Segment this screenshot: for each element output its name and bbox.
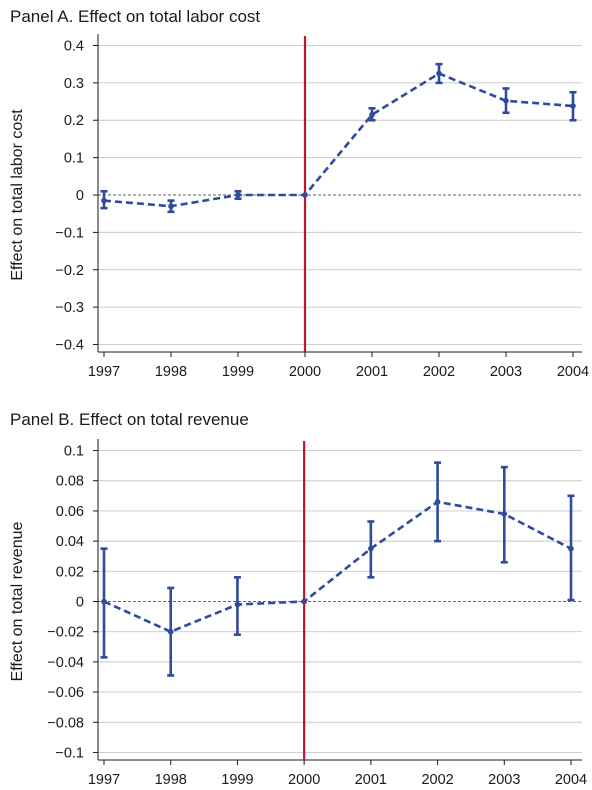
x-tick-label: 2001 xyxy=(355,772,387,788)
series-line xyxy=(103,72,574,208)
data-point xyxy=(234,601,241,608)
data-point xyxy=(302,192,308,198)
y-tick-label: 0 xyxy=(76,188,84,204)
y-tick-label: 0.02 xyxy=(56,564,84,580)
x-tick-label: 2003 xyxy=(488,772,520,788)
y-tick-label: −0.3 xyxy=(55,300,84,316)
data-point xyxy=(501,511,508,517)
y-tick-label: 0.2 xyxy=(64,113,84,129)
x-tick-label: 1998 xyxy=(155,364,187,380)
series-line xyxy=(103,500,572,634)
data-point xyxy=(503,98,509,104)
x-tick-label: 2000 xyxy=(289,364,321,380)
y-tick-label: −0.02 xyxy=(47,625,84,641)
y-tick-label: 0.1 xyxy=(64,444,84,460)
y-tick-label: −0.06 xyxy=(47,685,84,701)
y-tick-label: 0 xyxy=(76,595,84,611)
x-tick-label: 1998 xyxy=(155,772,187,788)
data-point xyxy=(436,70,442,77)
data-point xyxy=(235,192,241,198)
panel-b-plot: 0.1 0.08 0.06 0.04 0.02 0 −0.02 −0.04 −0.06 −0.08… xyxy=(9,439,587,788)
x-tick-label: 2001 xyxy=(356,364,388,380)
y-tick-label: −0.1 xyxy=(55,745,84,761)
y-tick-label: 0.3 xyxy=(64,76,84,92)
y-tick-label: 0.1 xyxy=(64,151,84,167)
data-point xyxy=(568,545,574,552)
x-tick-label: 2004 xyxy=(557,364,589,380)
data-point xyxy=(301,598,307,605)
x-tick-label: 2000 xyxy=(288,772,320,788)
x-tick-label: 2002 xyxy=(423,364,455,380)
y-tick-label: −0.1 xyxy=(55,225,84,241)
panel-a-title: Panel A. Effect on total labor cost xyxy=(10,7,260,26)
y-tick-label: −0.04 xyxy=(47,655,84,671)
x-tick-label: 1999 xyxy=(222,364,254,380)
x-tick-label: 2004 xyxy=(555,772,587,788)
y-tick-label: −0.4 xyxy=(55,338,84,354)
y-tick-label: 0.06 xyxy=(56,504,84,520)
y-tick-label: 0.04 xyxy=(56,534,84,550)
data-point xyxy=(101,598,107,605)
data-point xyxy=(168,203,174,210)
data-point xyxy=(570,103,576,109)
y-tick-label: −0.08 xyxy=(47,715,84,731)
data-point xyxy=(368,545,374,552)
x-tick-label: 2002 xyxy=(421,772,453,788)
panel-b-title: Panel B. Effect on total revenue xyxy=(10,410,249,429)
data-point xyxy=(101,197,107,204)
data-point xyxy=(434,499,441,505)
x-tick-label: 1999 xyxy=(221,772,253,788)
data-point xyxy=(369,111,375,118)
data-point xyxy=(167,628,174,635)
x-tick-label: 1997 xyxy=(88,364,120,380)
y-tick-label: −0.2 xyxy=(55,263,84,279)
y-tick-label: 0.08 xyxy=(56,474,84,490)
y-axis-label: Effect on total revenue xyxy=(9,521,26,681)
y-axis-label: Effect on total labor cost xyxy=(9,109,26,281)
x-tick-label: 1997 xyxy=(88,772,120,788)
y-tick-label: 0.4 xyxy=(64,38,84,54)
x-tick-label: 2003 xyxy=(490,364,522,380)
